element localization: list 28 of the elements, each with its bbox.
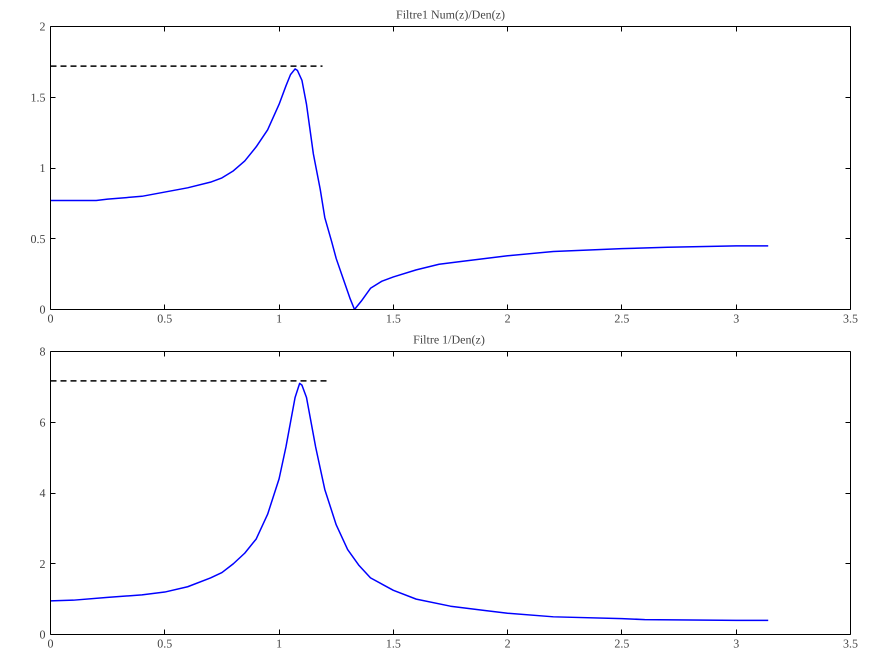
chart-title: Filtre 1/Den(z) — [413, 332, 485, 346]
x-tick-label: 1.5 — [386, 636, 401, 650]
x-tick-label: 2.5 — [614, 312, 630, 326]
x-tick-label: 2 — [504, 312, 511, 326]
y-tick-label: 1 — [40, 161, 46, 175]
line-series — [50, 382, 769, 622]
x-tick-label: 2.5 — [614, 636, 630, 650]
x-tick-label: 0.5 — [157, 636, 172, 650]
x-tick-label: 2 — [504, 636, 511, 650]
y-tick-label: 0.5 — [30, 232, 46, 246]
y-tick-label: 1.5 — [30, 90, 46, 104]
chart-title: Filtre1 Num(z)/Den(z) — [396, 8, 505, 22]
y-tick-label: 2 — [40, 20, 46, 34]
line-series — [50, 68, 769, 310]
y-tick-label: 6 — [40, 415, 46, 430]
x-tick-label: 0.5 — [157, 312, 172, 326]
x-tick-label: 3 — [733, 636, 740, 650]
y-tick-label: 2 — [40, 556, 46, 571]
x-tick-label: 1 — [276, 636, 282, 650]
x-tick-label: 3.5 — [843, 636, 858, 650]
x-tick-label: 3.5 — [843, 312, 858, 326]
x-tick-label: 1 — [276, 312, 282, 326]
x-tick-label: 1.5 — [386, 312, 401, 326]
y-tick-label: 8 — [40, 344, 46, 358]
y-tick-label: 0 — [40, 628, 46, 642]
y-tick-label: 4 — [40, 486, 46, 500]
x-tick-label: 3 — [733, 312, 740, 326]
y-tick-label: 0 — [40, 302, 46, 316]
